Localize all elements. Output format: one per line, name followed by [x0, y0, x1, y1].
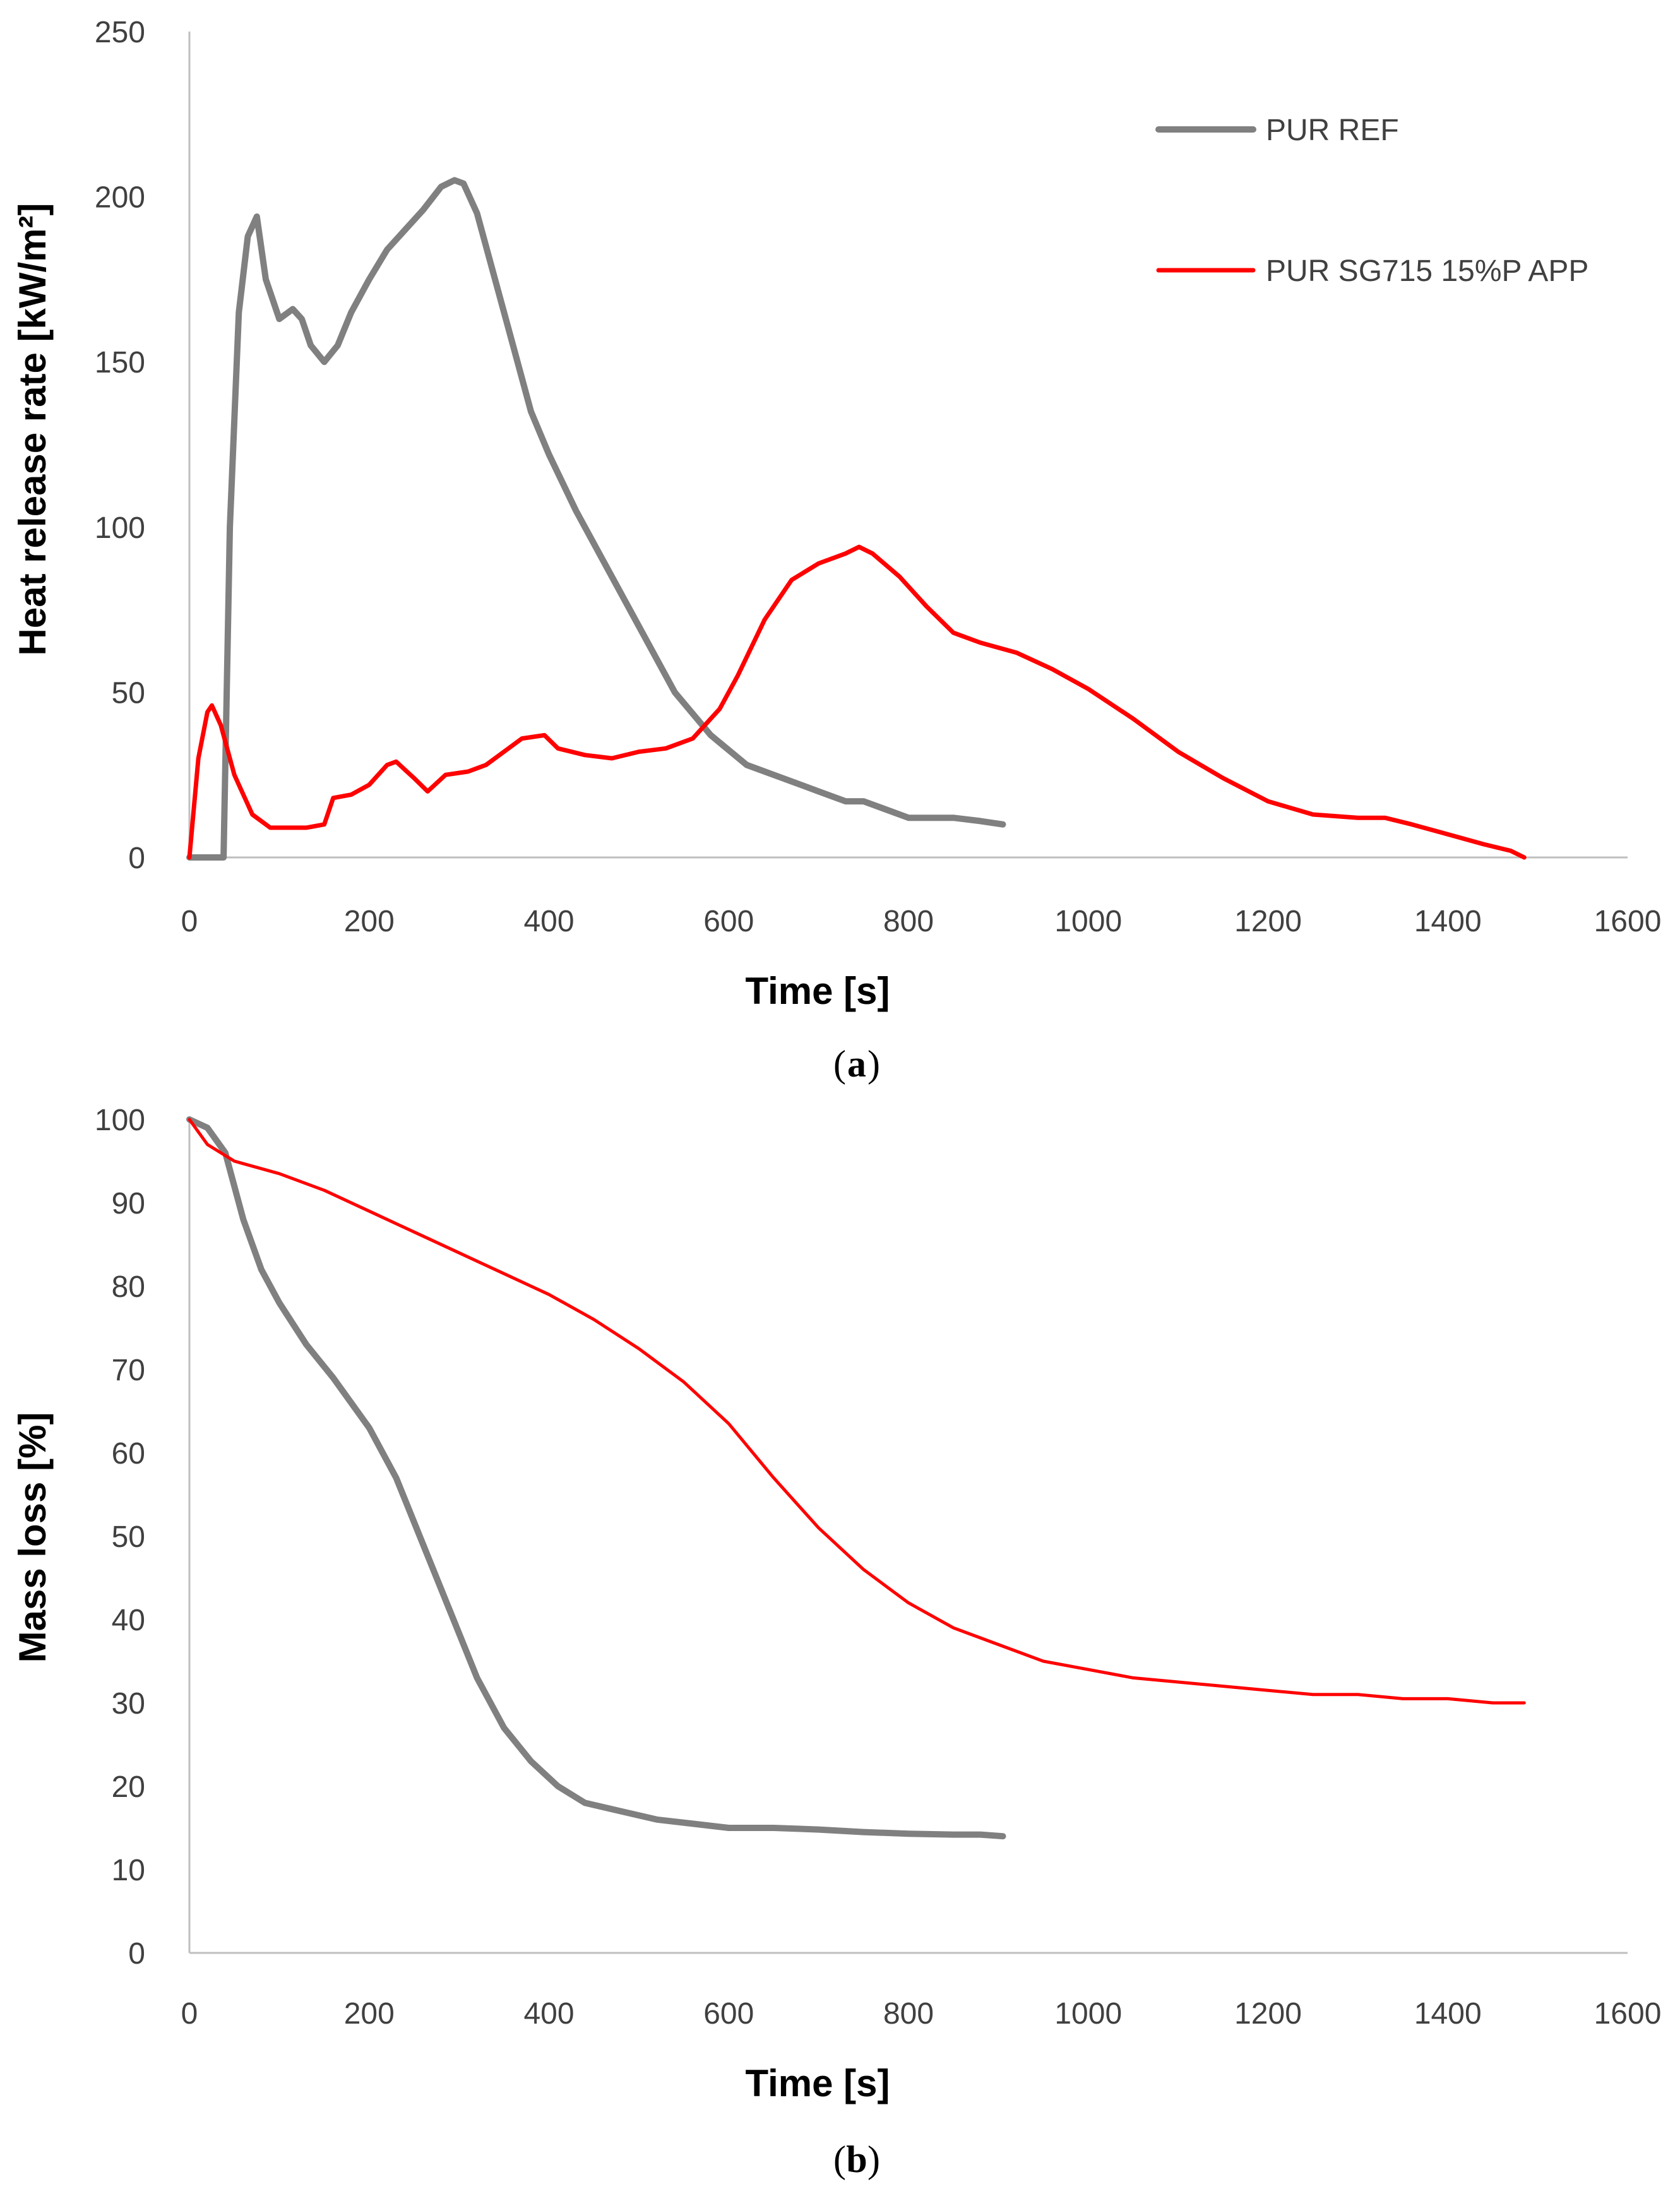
panel-a-x-tick-1200: 1200 [1234, 905, 1302, 938]
panel-b-x-tick-200: 200 [344, 1997, 395, 2031]
panel-a-y-tick-100: 100 [95, 511, 145, 545]
panel-b-x-tick-800: 800 [883, 1997, 934, 2031]
panel-b-mass-loss: 0 200 400 600 800 1000 1200 1400 1600 0 10 20 30 40 5… [11, 1104, 1661, 2180]
panel-b-y-tick-20: 20 [112, 1770, 145, 1804]
panel-b-y-tick-60: 60 [112, 1437, 145, 1471]
panel-a-x-axis-title: Time [s] [746, 970, 890, 1012]
panel-b-x-tick-0: 0 [181, 1997, 198, 2031]
panel-b-caption-close-paren: ) [867, 2139, 880, 2180]
panel-a-y-tick-250: 250 [95, 16, 145, 49]
panel-b-y-tick-10: 10 [112, 1854, 145, 1887]
panel-b-series-lines [186, 1116, 1526, 1840]
panel-a-series-line-pur-sg715-15-p-app [187, 544, 1527, 860]
panel-a-x-tick-600: 600 [703, 905, 754, 938]
panel-b-y-tick-90: 90 [112, 1187, 145, 1220]
panel-b-x-axis-title: Time [s] [746, 2062, 890, 2104]
panel-a-caption-letter: a [847, 1043, 866, 1085]
panel-b-y-tick-30: 30 [112, 1687, 145, 1721]
panel-a-x-tick-800: 800 [883, 905, 934, 938]
panel-a-x-tick-labels: 0 200 400 600 800 1000 1200 1400 1600 [181, 905, 1662, 938]
legend-label-pur-sg715: PUR SG715 15%P APP [1266, 254, 1588, 288]
panel-a-y-tick-0: 0 [128, 842, 145, 875]
panel-b-y-tick-100: 100 [95, 1104, 145, 1137]
panel-b-x-tick-1400: 1400 [1414, 1997, 1482, 2031]
panel-a-y-tick-labels: 0 50 100 150 200 250 [95, 16, 145, 875]
panel-b-x-tick-600: 600 [703, 1997, 754, 2031]
panel-b-y-tick-labels: 0 10 20 30 40 50 60 70 80 90 100 [95, 1104, 145, 1971]
panel-b-y-tick-0: 0 [128, 1937, 145, 1971]
panel-a-y-tick-200: 200 [95, 181, 145, 215]
panel-b-caption-letter: b [846, 2139, 867, 2180]
panel-a-y-tick-150: 150 [95, 346, 145, 379]
panel-b-x-tick-1200: 1200 [1234, 1997, 1302, 2031]
legend-label-pur-ref: PUR REF [1266, 114, 1399, 147]
panel-b-y-tick-80: 80 [112, 1270, 145, 1304]
panel-b-y-axis-title: Mass loss [%] [11, 1412, 54, 1663]
panel-b-y-tick-70: 70 [112, 1354, 145, 1387]
panel-a-x-tick-0: 0 [181, 905, 198, 938]
panel-b-y-tick-40: 40 [112, 1604, 145, 1637]
panel-a-x-tick-1400: 1400 [1414, 905, 1482, 938]
panel-a-series-lines [186, 177, 1527, 861]
panel-a-caption-open-paren: ( [833, 1043, 846, 1085]
panel-a-x-tick-1000: 1000 [1054, 905, 1122, 938]
panel-b-y-tick-50: 50 [112, 1520, 145, 1554]
panel-a-x-tick-200: 200 [344, 905, 395, 938]
panel-a-y-tick-50: 50 [112, 676, 145, 710]
panel-a-heat-release-rate: 0 200 400 600 800 1000 1200 1400 1600 0 50 100 150 2… [11, 16, 1661, 1085]
panel-b-x-tick-labels: 0 200 400 600 800 1000 1200 1400 1600 [181, 1997, 1662, 2031]
panel-a-legend: PUR REF PUR SG715 15%P APP [1155, 114, 1588, 288]
panel-b-x-tick-1000: 1000 [1054, 1997, 1122, 2031]
panel-b-x-tick-1600: 1600 [1594, 1997, 1662, 2031]
panel-b-series-line-pur-ref [186, 1116, 1006, 1840]
panel-b-series-line-pur-sg715-15-p-app [188, 1118, 1526, 1705]
panel-b-x-tick-400: 400 [523, 1997, 574, 2031]
panel-a-x-tick-1600: 1600 [1594, 905, 1662, 938]
panel-a-caption-close-paren: ) [867, 1043, 880, 1085]
panel-b-caption-open-paren: ( [833, 2139, 846, 2180]
panel-a-series-line-pur-ref [186, 177, 1006, 861]
panel-a-y-axis-title: Heat release rate [kW/m²] [11, 203, 54, 656]
panel-a-x-tick-400: 400 [523, 905, 574, 938]
